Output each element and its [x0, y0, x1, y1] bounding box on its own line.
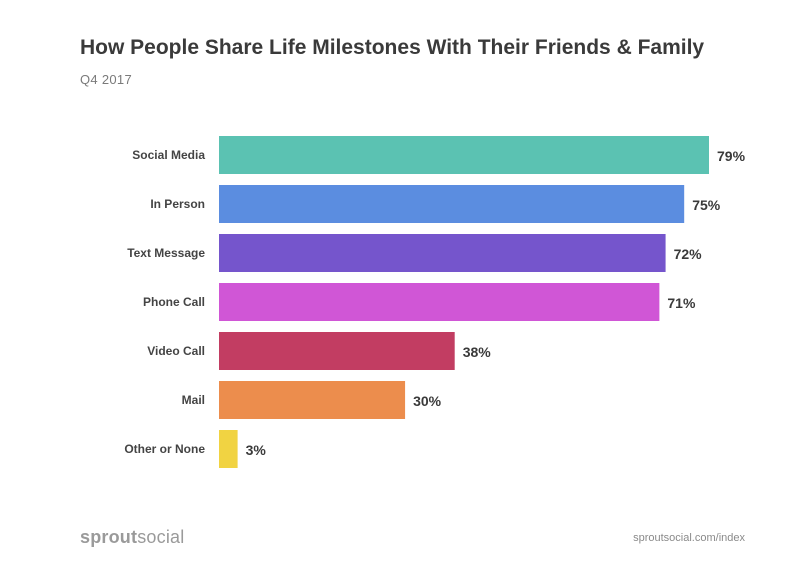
value-label: 38% [463, 344, 492, 360]
value-label: 72% [674, 246, 703, 262]
brand-logo-part2: social [137, 527, 185, 547]
value-label: 79% [717, 148, 746, 164]
category-label: Social Media [132, 148, 205, 162]
category-label: Text Message [127, 246, 205, 260]
bar [219, 185, 685, 223]
category-label: Video Call [147, 344, 205, 358]
brand-logo-part1: sprout [80, 527, 138, 547]
bar [219, 381, 406, 419]
bar [219, 234, 666, 272]
category-label: Other or None [124, 442, 205, 456]
chart-subtitle: Q4 2017 [80, 72, 132, 87]
value-label: 71% [667, 295, 696, 311]
source-url: sproutsocial.com/index [633, 532, 745, 544]
bar [219, 136, 709, 174]
bar [219, 283, 660, 321]
value-label: 75% [692, 197, 721, 213]
chart-title: How People Share Life Milestones With Th… [80, 36, 705, 59]
value-label: 3% [246, 442, 267, 458]
bar [219, 430, 238, 468]
brand-logo: sproutsocial [80, 527, 184, 548]
value-label: 30% [413, 393, 442, 409]
bar [219, 332, 455, 370]
category-label: Phone Call [143, 295, 205, 309]
category-label: Mail [182, 393, 205, 407]
category-label: In Person [150, 197, 205, 211]
